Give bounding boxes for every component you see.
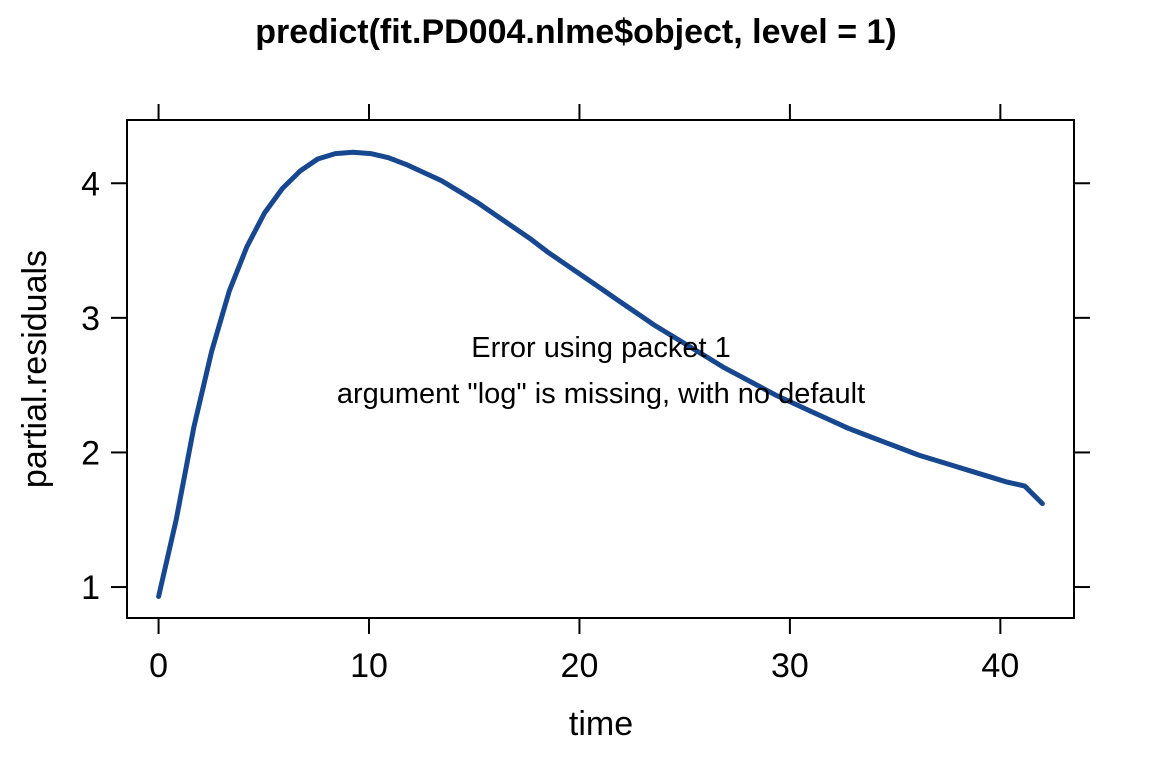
- plot-frame: [126, 119, 1075, 619]
- data-series: [156, 149, 1045, 599]
- x-tick-label: 40: [981, 647, 1019, 685]
- y-tick-label: 1: [81, 569, 100, 607]
- y-tick-label: 4: [81, 165, 100, 203]
- chart-title: predict(fit.PD004.nlme$object, level = 1…: [255, 13, 897, 51]
- x-tick-label: 20: [561, 647, 599, 685]
- series-line: [156, 149, 1045, 599]
- error-annotation-line-1: Error using packet 1: [471, 332, 731, 364]
- x-tick-label: 10: [350, 647, 388, 685]
- y-tick-label: 3: [81, 300, 100, 338]
- x-tick-label: 30: [771, 647, 809, 685]
- x-ticks: 0 10 20 30 40: [149, 104, 1019, 685]
- x-tick-label: 0: [149, 647, 168, 685]
- error-annotation-line-2: argument "log" is missing, with no defau…: [337, 378, 865, 410]
- x-axis-title: time: [569, 705, 633, 743]
- y-tick-label: 2: [81, 434, 100, 472]
- y-ticks: 1 2 3 4: [81, 165, 1090, 607]
- y-axis-title: partial.residuals: [16, 250, 54, 488]
